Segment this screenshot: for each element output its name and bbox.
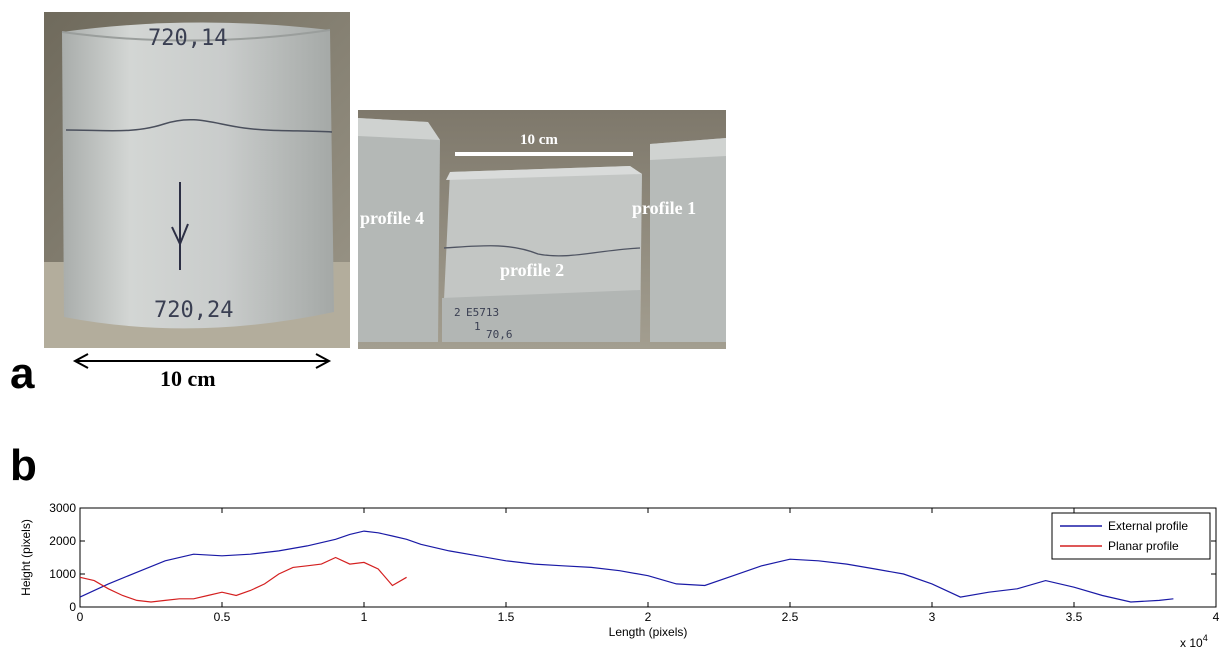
x-tick-label: 1.5 [498, 610, 515, 624]
left-scale-label: 10 cm [160, 366, 216, 391]
profile-1-label: profile 1 [632, 198, 697, 218]
x-tick-label: 3.5 [1066, 610, 1083, 624]
x-tick-label: 2.5 [782, 610, 799, 624]
series-group [79, 530, 1174, 603]
panel-b-letter: b [10, 441, 37, 490]
external-profile-line [79, 530, 1174, 603]
sample-mark-1: 2 [454, 306, 461, 319]
profiles-illustration [358, 110, 726, 349]
profiles-photo: 10 cm profile 4 profile 2 profile 1 2 E5… [358, 110, 726, 349]
left-scale-arrow [72, 353, 332, 369]
profile-2-label: profile 2 [500, 260, 565, 280]
panel-a-letter: a [10, 349, 35, 398]
y-axis-label: Height (pixels) [19, 519, 33, 596]
y-tick-label: 1000 [49, 567, 76, 581]
sample-mark-2: E5713 [466, 306, 500, 319]
sample-mark-3: 1 [474, 320, 481, 333]
x-tick-label: 2 [645, 610, 652, 624]
core-bottom-mark: 720,24 [154, 298, 234, 323]
y-tick-label: 3000 [49, 501, 76, 515]
x-tick-label: 4 [1213, 610, 1220, 624]
x-tick-label: 1 [361, 610, 368, 624]
x-multiplier-label: x 104 [1180, 633, 1208, 650]
legend: External profile Planar profile [1051, 512, 1211, 560]
profile-4-label: profile 4 [360, 208, 425, 228]
profile-height-chart: 0 0.5 1 1.5 2 2.5 3 3.5 4 0 1000 2000 3000 Length (p… [19, 501, 1220, 650]
core-cylinder-illustration [44, 12, 350, 348]
x-tick-label: 3 [929, 610, 936, 624]
sample-mark-4: 70,6 [486, 328, 513, 341]
planar-profile-line [79, 556, 407, 603]
right-scale-label: 10 cm [520, 132, 558, 148]
y-tick-label: 0 [69, 600, 76, 614]
plot-area [79, 507, 1217, 608]
legend-entry: External profile [1108, 519, 1188, 533]
axes-box [79, 507, 1217, 608]
legend-entry: Planar profile [1108, 539, 1179, 553]
core-top-mark: 720,14 [148, 26, 228, 51]
x-axis-label: Length (pixels) [609, 625, 688, 639]
tick-group: 0 0.5 1 1.5 2 2.5 3 3.5 4 0 1000 2000 3000 [49, 501, 1219, 624]
legend-box [1051, 512, 1211, 560]
y-tick-label: 2000 [49, 534, 76, 548]
x-tick-label: 0.5 [214, 610, 231, 624]
core-cylinder-photo: 720,14 720,24 [44, 12, 350, 348]
x-tick-label: 0 [77, 610, 84, 624]
